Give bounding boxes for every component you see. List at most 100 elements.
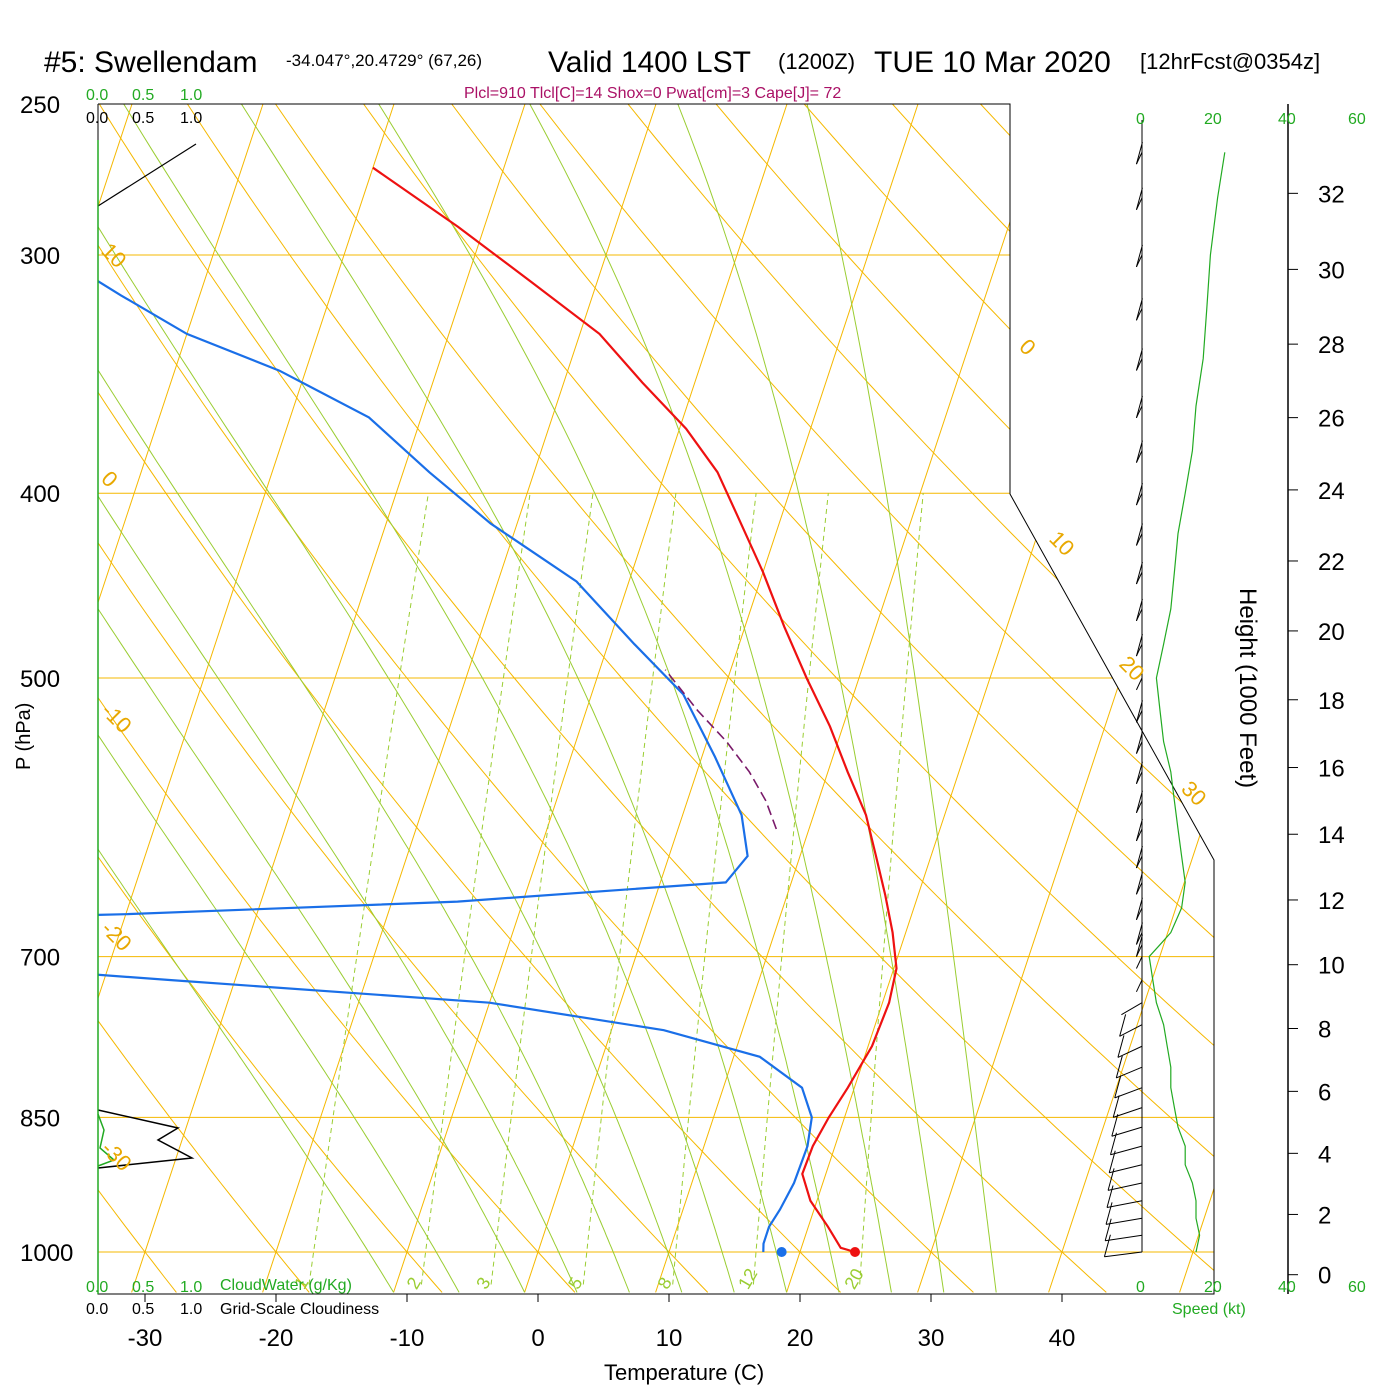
mixing-ratio-line [859, 493, 924, 1285]
pressure-label-700: 700 [20, 945, 60, 972]
height-label-32: 32 [1318, 181, 1345, 208]
sounding-indices: Plcl=910 Tlcl[C]=14 Shox=0 Pwat[cm]=3 Ca… [464, 85, 841, 102]
cloud-top-black-2: 1.0 [180, 110, 202, 127]
moist-adiabat-line [663, 104, 945, 1293]
cloudiness-label: Grid-Scale Cloudiness [220, 1301, 379, 1318]
wind-barb-flag [1135, 561, 1143, 585]
isotherm-line [131, 104, 526, 1293]
speed-top-40: 40 [1278, 111, 1296, 128]
x-axis-label: Temperature (C) [604, 1360, 764, 1385]
pressure-label-300: 300 [20, 243, 60, 270]
surface-temperature-marker [850, 1247, 861, 1257]
isotherm-label-8: 30 [1176, 776, 1211, 811]
temperature-label-30: 30 [918, 1325, 945, 1352]
temperature-label--30: -30 [128, 1325, 163, 1352]
height-label-30: 30 [1318, 257, 1345, 284]
dry-adiabat-line [339, 104, 1214, 1293]
cloud-bottom-black-2: 1.0 [180, 1301, 202, 1318]
wind-barb-flag [1135, 818, 1143, 841]
moist-adiabat-line [357, 104, 840, 1293]
temperature-tick-labels: -30 -20 -10 0 10 20 30 40 [128, 1294, 1075, 1352]
wind-barb-flag [1135, 395, 1143, 418]
height-label-8: 8 [1318, 1016, 1331, 1043]
isotherm-label-0: 10 [96, 238, 131, 273]
wind-barb [1135, 677, 1143, 691]
wind-barb [1116, 1066, 1143, 1079]
isotherm-label-7: 20 [1114, 651, 1149, 686]
wind-barb [1117, 1045, 1143, 1058]
temperature-label-20: 20 [787, 1325, 814, 1352]
pressure-label-1000: 1000 [20, 1240, 73, 1267]
pressure-label-400: 400 [20, 481, 60, 508]
wind-barb-flag [1135, 523, 1143, 546]
station-name: #5: Swellendam [44, 46, 257, 79]
speed-bottom-20: 20 [1204, 1279, 1222, 1296]
isotherm-line [655, 104, 1050, 1293]
moist-adiabat-line [98, 104, 578, 1293]
wind-barb-flag [1135, 700, 1143, 723]
forecast-label: [12hrFcst@0354z] [1140, 49, 1320, 74]
temperature-label--10: -10 [390, 1325, 425, 1352]
mixing-ratio-line [582, 493, 677, 1285]
height-label-18: 18 [1318, 688, 1345, 715]
temperature-label-10: 10 [656, 1325, 683, 1352]
height-axis-label: Height (1000 Feet) [1234, 588, 1261, 788]
cloud-bottom-green-1: 0.5 [132, 1279, 154, 1296]
wind-barb-flag [1135, 845, 1143, 869]
y-axis-label: P (hPa) [13, 703, 35, 770]
moist-adiabat-line [510, 104, 892, 1293]
wind-barb [1110, 1145, 1143, 1156]
isotherm-line [1179, 104, 1214, 1293]
wind-barbs [1103, 142, 1143, 1258]
wind-barb-flag [1135, 761, 1143, 784]
wind-barb-flag [1135, 598, 1143, 621]
zulu-time: (1200Z) [778, 49, 855, 74]
pressure-label-250: 250 [20, 92, 60, 119]
dry-adiabat-line [98, 104, 1107, 1293]
moist-adiabat-line [797, 104, 997, 1293]
isotherm-line [917, 104, 1214, 1293]
wind-barb [1107, 1182, 1143, 1191]
surface-dewpoint-marker [776, 1247, 787, 1257]
dry-adiabat-line [98, 104, 310, 1293]
wind-barb-flag [1104, 1218, 1112, 1241]
height-label-2: 2 [1318, 1202, 1331, 1229]
moist-adiabat-line [98, 104, 526, 1293]
wind-barb [1113, 1107, 1143, 1118]
moist-adiabat-line [98, 104, 460, 1293]
speed-bottom-0: 0 [1136, 1279, 1145, 1296]
wind-barb-flag [1135, 897, 1143, 920]
wind-barb-flag [1112, 1095, 1120, 1118]
isotherm-label-4: -30 [96, 1136, 136, 1176]
height-label-28: 28 [1318, 332, 1345, 359]
wind-barb-flag [1135, 790, 1143, 813]
mixing-ratio-label-5: 5 [564, 1274, 586, 1293]
mixing-ratio-label-12: 12 [734, 1265, 761, 1292]
height-label-4: 4 [1318, 1141, 1331, 1168]
wind-barb [1114, 1087, 1143, 1099]
station-coords: -34.047°,20.4729° (67,26) [286, 51, 482, 70]
dry-adiabat-line [426, 104, 1214, 1293]
wind-barb-flag [1114, 1075, 1122, 1099]
cloud-top-green-2: 1.0 [180, 87, 202, 104]
cloud-top-black-1: 0.5 [132, 110, 154, 127]
wind-barb-flag [1135, 348, 1143, 371]
isotherm-line [786, 104, 1181, 1293]
cloud-bottom-green-0: 0.0 [86, 1279, 108, 1296]
wind-barb-flag [1105, 1202, 1113, 1225]
moist-adiabat-line [219, 104, 788, 1293]
series-temperature [372, 166, 898, 1254]
height-label-14: 14 [1318, 822, 1345, 849]
wind-barb-flag [1135, 298, 1143, 321]
dry-adiabat-line [98, 104, 709, 1293]
cloud-top-green-0: 0.0 [86, 87, 108, 104]
mixing-ratio-label-20: 20 [840, 1265, 867, 1292]
mixing-ratio-label-3: 3 [472, 1274, 494, 1293]
cloud-top-green-1: 0.5 [132, 87, 154, 104]
moist-adiabat-line [98, 104, 395, 1293]
isotherm-line [98, 104, 264, 1293]
valid-time: Valid 1400 LST [548, 46, 751, 79]
wind-barb [1104, 1251, 1143, 1258]
